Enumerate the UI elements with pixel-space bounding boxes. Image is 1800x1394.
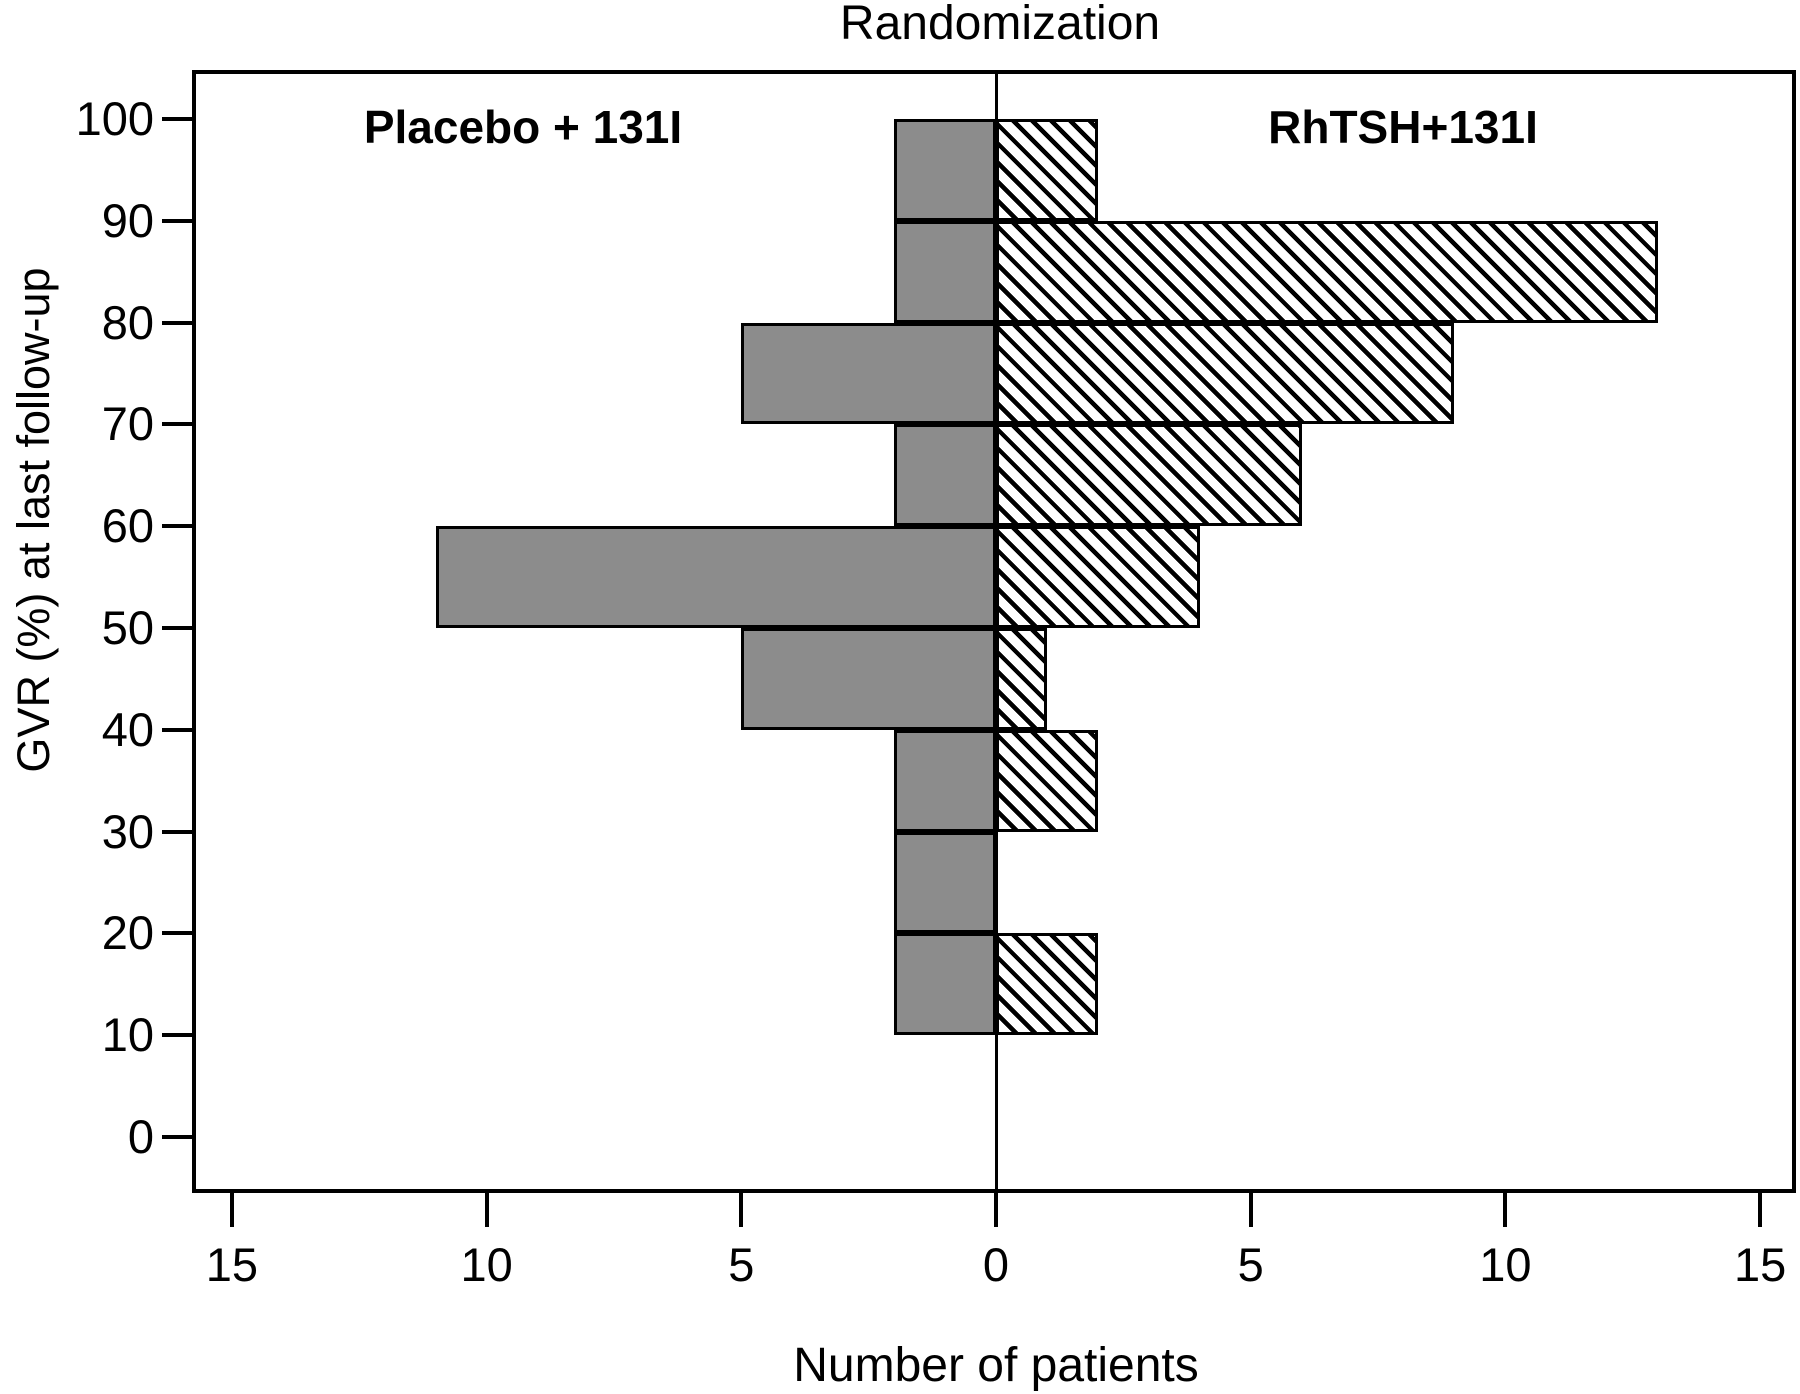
x-tick-5-right [1248, 1193, 1253, 1227]
y-tick-40 [162, 727, 192, 732]
y-tick-30 [162, 829, 192, 834]
y-tick-50 [162, 626, 192, 630]
y-tick-label-0: 0 [127, 1110, 154, 1163]
series-label-placebo: Placebo + 131I [363, 101, 683, 153]
y-tick-70 [162, 422, 192, 427]
x-tick-label-15-right: 15 [1733, 1238, 1787, 1291]
y-tick-20 [162, 931, 192, 936]
bar-right-40-50 [996, 628, 1047, 730]
x-tick-label-5-left: 5 [728, 1238, 755, 1291]
y-tick-label-20: 20 [101, 906, 154, 960]
y-tick-10 [162, 1033, 192, 1038]
x-tick-10-right [1503, 1193, 1508, 1227]
x-tick-label-10-right: 10 [1479, 1238, 1532, 1291]
y-tick-label-10: 10 [101, 1008, 154, 1062]
zero-axis-line [994, 74, 998, 1189]
bar-left-30-40 [894, 729, 996, 832]
x-tick-10-left [484, 1193, 489, 1227]
x-tick-15-right [1758, 1193, 1763, 1227]
x-tick-label-15-left: 15 [205, 1238, 259, 1291]
y-tick-label-90: 90 [101, 193, 154, 247]
chart-title: Randomization [839, 0, 1161, 50]
bar-left-10-20 [894, 933, 996, 1036]
bar-right-30-40 [996, 729, 1098, 832]
x-axis-title: Number of patients [793, 1339, 1199, 1392]
x-tick-0 [994, 1193, 998, 1227]
bar-left-40-50 [741, 628, 996, 730]
y-tick-label-60: 60 [101, 499, 154, 553]
y-tick-90 [162, 218, 192, 223]
y-tick-label-30: 30 [101, 804, 154, 858]
bar-left-90-100 [894, 119, 996, 221]
bar-right-90-100 [996, 119, 1098, 221]
y-tick-100 [162, 117, 192, 121]
bar-right-60-70 [996, 424, 1302, 527]
bar-right-80-90 [996, 220, 1659, 323]
y-tick-label-50: 50 [101, 601, 154, 654]
bar-left-20-30 [894, 831, 996, 934]
y-tick-0 [162, 1135, 192, 1139]
y-tick-60 [162, 524, 192, 529]
x-tick-15-left [229, 1193, 234, 1227]
bar-right-50-60 [996, 526, 1200, 628]
bar-left-50-60 [435, 526, 996, 628]
bar-left-70-80 [741, 322, 996, 425]
bar-left-60-70 [894, 424, 996, 527]
y-tick-label-100: 100 [75, 92, 154, 145]
x-tick-5-left [739, 1193, 744, 1227]
series-label-rhtsh: RhTSH+131I [1268, 101, 1538, 153]
x-tick-label-10-left: 10 [460, 1238, 513, 1291]
bar-right-10-20 [996, 933, 1098, 1036]
x-tick-label-0: 0 [982, 1238, 1010, 1291]
bar-right-70-80 [996, 322, 1455, 425]
y-tick-label-40: 40 [101, 702, 154, 756]
y-tick-label-70: 70 [101, 397, 154, 451]
plot-area: Placebo + 131I RhTSH+131I [192, 70, 1796, 1193]
y-tick-label-80: 80 [101, 295, 154, 349]
y-tick-80 [162, 320, 192, 325]
bar-left-80-90 [894, 220, 996, 323]
x-tick-label-5-right: 5 [1237, 1238, 1264, 1291]
